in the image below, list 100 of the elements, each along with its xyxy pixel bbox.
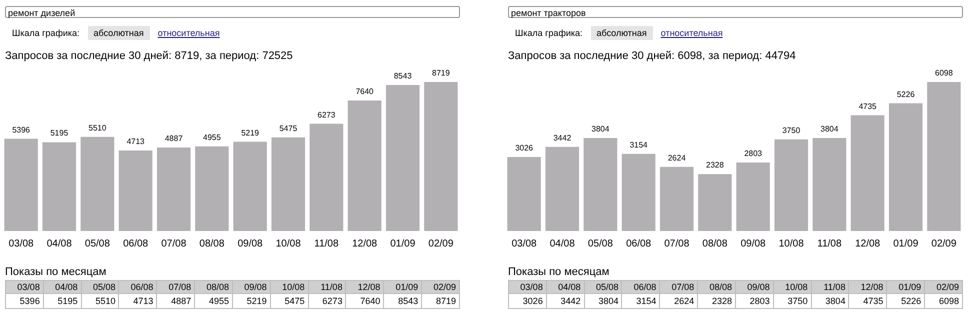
category-label: 05/08 xyxy=(92,282,116,292)
bar xyxy=(507,157,541,231)
x-tick-label: 12/08 xyxy=(352,238,378,250)
category-label: 02/09 xyxy=(936,282,959,292)
category-label: 06/08 xyxy=(634,282,656,292)
text: 3026 xyxy=(515,144,533,153)
x-tick-label: 08/08 xyxy=(702,238,728,250)
text: Шкала графика: xyxy=(12,28,80,38)
x-tick-label: 04/08 xyxy=(46,238,72,250)
data-label: 4887 xyxy=(156,294,195,308)
category-label: 02/09 xyxy=(433,282,456,292)
data-label: 8719 xyxy=(422,294,460,308)
text: 2624 xyxy=(668,153,686,162)
bar xyxy=(545,146,580,231)
data-label: 5396 xyxy=(6,294,44,308)
category-label: 10/08 xyxy=(282,282,305,292)
text: относительная xyxy=(158,28,220,38)
category-label: 07/08 xyxy=(672,282,694,292)
x-tick-label: 03/08 xyxy=(512,238,538,250)
bar xyxy=(660,166,694,231)
category-label: 04/08 xyxy=(55,282,78,292)
category-label: 09/08 xyxy=(747,282,770,292)
data-label: 4713 xyxy=(118,294,157,308)
text: 6273 xyxy=(318,110,336,120)
x-tick-label: 05/08 xyxy=(588,238,614,250)
data-label: 3804 xyxy=(811,294,849,308)
category-label: 11/08 xyxy=(320,282,342,292)
text: 6098 xyxy=(935,68,953,78)
x-tick-label: 03/08 xyxy=(8,238,34,250)
bar xyxy=(698,174,732,231)
bar xyxy=(42,142,76,231)
data-label: 3804 xyxy=(584,294,622,308)
bar xyxy=(4,138,38,231)
category-label: 01/09 xyxy=(898,282,922,292)
data-label: 5195 xyxy=(43,294,82,308)
text: 5219 xyxy=(241,128,259,138)
x-tick-label: 02/09 xyxy=(428,238,454,250)
bar xyxy=(386,85,420,231)
search-field: ремонт тракторов xyxy=(508,6,963,18)
data-label: 5510 xyxy=(81,294,119,308)
data-label: 8543 xyxy=(384,294,422,308)
text: 3804 xyxy=(592,124,610,134)
x-tick-label: 05/08 xyxy=(84,238,110,250)
data-label: 6098 xyxy=(924,294,962,308)
x-tick-label: 10/08 xyxy=(778,238,804,250)
text: 2803 xyxy=(744,149,762,158)
text: 4735 xyxy=(858,102,876,111)
data-label: 4955 xyxy=(194,294,232,308)
data-label: 4735 xyxy=(848,294,887,308)
text: 8543 xyxy=(394,72,412,81)
data-label: 3154 xyxy=(622,294,660,308)
bar xyxy=(812,138,846,231)
text: 4713 xyxy=(126,136,144,146)
category-label: 04/08 xyxy=(558,282,581,292)
text: 3750 xyxy=(782,126,800,135)
data-label: 5219 xyxy=(232,294,270,308)
category-label: 03/08 xyxy=(520,282,543,292)
x-tick-label: 11/08 xyxy=(314,238,339,250)
bar xyxy=(80,136,114,231)
bar xyxy=(584,138,618,231)
bar xyxy=(348,100,382,231)
text: 5226 xyxy=(896,90,915,99)
text: 3804 xyxy=(820,124,838,134)
text: 5475 xyxy=(279,124,298,133)
category-label: 05/08 xyxy=(596,282,618,292)
bar xyxy=(888,103,923,231)
data-label: 2803 xyxy=(735,294,774,308)
data-label: 5226 xyxy=(886,294,925,308)
data-label: 7640 xyxy=(346,294,384,308)
bar xyxy=(271,137,306,231)
data-label: 3026 xyxy=(508,294,546,308)
text: абсолютная xyxy=(88,26,150,40)
bar xyxy=(774,139,808,231)
x-tick-label: 01/09 xyxy=(893,238,919,250)
text: Шкала графика: xyxy=(515,28,583,38)
x-tick-label: 06/08 xyxy=(123,238,149,250)
category-label: 08/08 xyxy=(709,282,732,292)
text: 4887 xyxy=(164,134,183,143)
category-label: 10/08 xyxy=(785,282,808,292)
category-label: 06/08 xyxy=(130,282,154,292)
x-tick-label: 08/08 xyxy=(199,238,225,250)
x-tick-label: 07/08 xyxy=(664,238,690,250)
category-label: 12/08 xyxy=(358,282,380,292)
bar xyxy=(850,115,884,231)
bar xyxy=(424,82,458,231)
chart-subtitle: Запросов за последние 30 дней: 8719, за период: 72525 xyxy=(5,50,293,62)
x-tick-label: 11/08 xyxy=(817,238,842,250)
bar xyxy=(927,82,961,231)
data-label: 6273 xyxy=(308,294,346,308)
bar xyxy=(736,162,770,231)
category-label: 01/09 xyxy=(396,282,418,292)
bar xyxy=(195,146,229,231)
bar xyxy=(622,154,656,231)
text: 8719 xyxy=(432,68,450,78)
data-label: 5475 xyxy=(270,294,308,308)
data-label: 3442 xyxy=(546,294,584,308)
bar xyxy=(156,147,191,231)
text: 4955 xyxy=(203,132,221,142)
text: 5510 xyxy=(88,123,106,132)
x-tick-label: 09/08 xyxy=(238,238,264,250)
